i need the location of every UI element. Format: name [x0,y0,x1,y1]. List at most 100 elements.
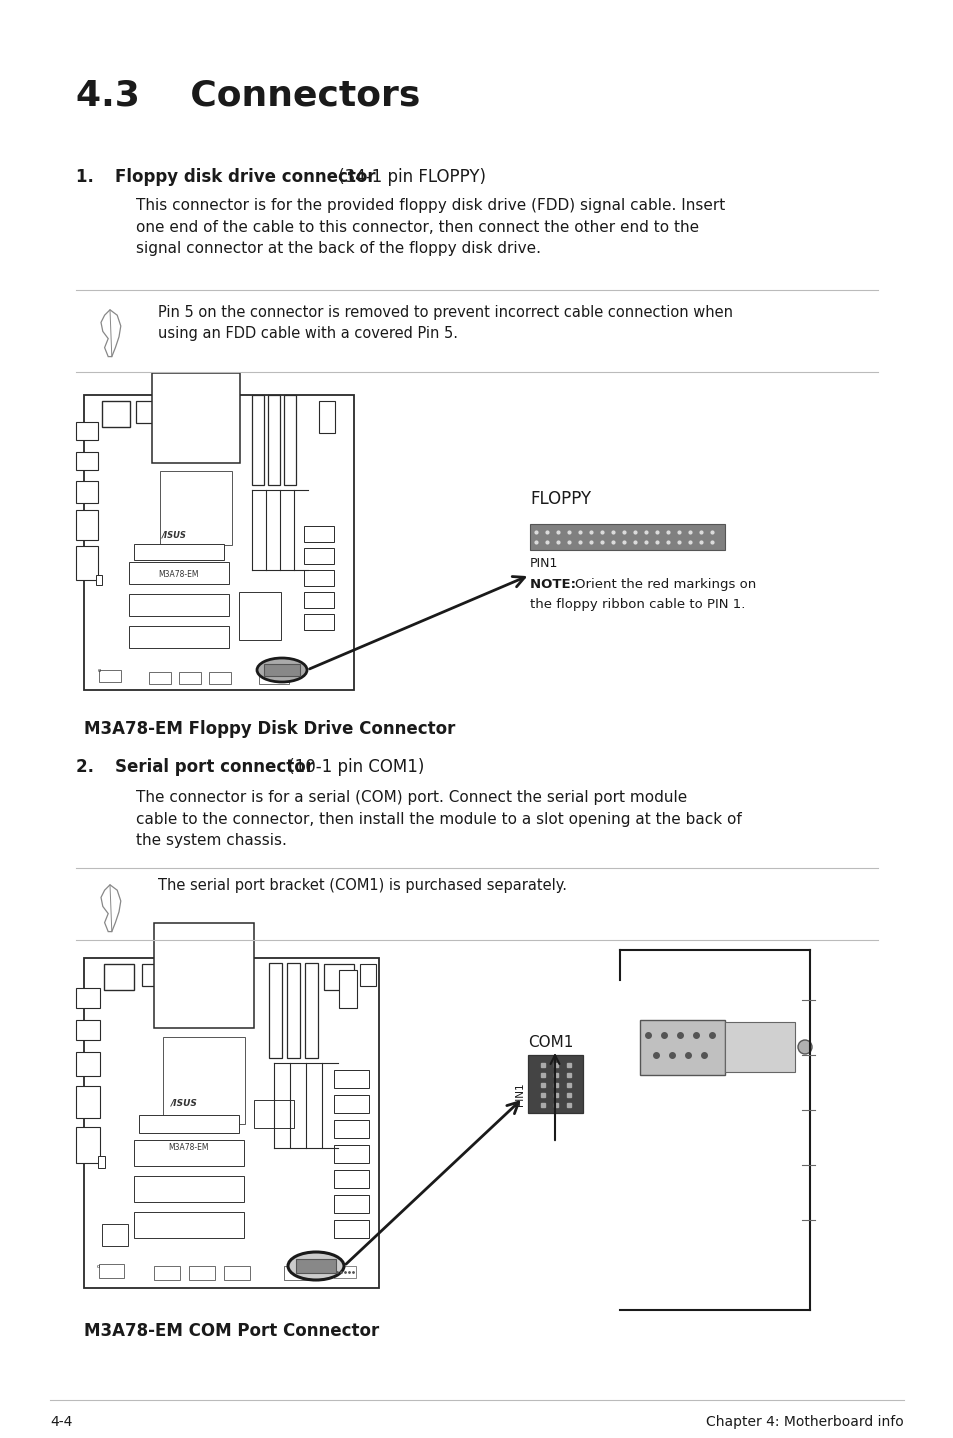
Text: The connector is for a serial (COM) port. Connect the serial port module
cable t: The connector is for a serial (COM) port… [136,789,741,848]
Bar [136,401,156,423]
Bar [318,401,335,433]
Text: Floppy disk drive connector: Floppy disk drive connector [115,168,375,186]
Bar [160,472,232,545]
Bar [142,963,164,986]
Bar [133,1212,244,1238]
Bar [76,1127,100,1163]
Bar [305,963,317,1058]
Bar [104,963,133,989]
Text: Orient the red markings on: Orient the red markings on [575,578,756,591]
Bar [252,395,264,485]
Bar [639,1020,724,1076]
Bar [224,1265,250,1280]
Bar [153,1265,180,1280]
Bar [149,672,171,684]
Text: the floppy ribbon cable to PIN 1.: the floppy ribbon cable to PIN 1. [530,598,744,611]
Text: 2.: 2. [76,758,112,777]
Bar [129,562,229,584]
Bar [324,963,354,989]
Bar [84,395,354,690]
Text: M3A78-EM: M3A78-EM [169,1143,209,1152]
Bar [76,421,98,440]
Bar [102,1224,128,1245]
Bar [133,1140,244,1166]
Bar [96,575,102,585]
Bar [84,958,378,1288]
Bar [139,1114,239,1133]
Text: M3A78-EM COM Port Connector: M3A78-EM COM Port Connector [84,1322,379,1340]
Bar [129,626,229,649]
Bar [334,1195,369,1214]
Text: (10-1 pin COM1): (10-1 pin COM1) [283,758,424,777]
Text: NOTE:: NOTE: [530,578,580,591]
Bar [258,672,289,684]
Bar [99,670,121,682]
Bar [304,569,334,587]
Bar [76,1086,100,1117]
Bar [287,963,299,1058]
Text: This connector is for the provided floppy disk drive (FDD) signal cable. Insert
: This connector is for the provided flopp… [136,198,724,256]
Bar [163,1037,245,1125]
Bar [334,1219,369,1238]
Bar [264,664,299,676]
Text: Chapter 4: Motherboard info: Chapter 4: Motherboard info [705,1415,903,1429]
Text: M3A78-EM: M3A78-EM [158,569,199,580]
Bar [98,1156,105,1168]
Bar [76,510,98,541]
Bar [76,1053,100,1076]
Bar [239,592,281,640]
Bar [295,1260,335,1273]
Text: /ISUS: /ISUS [171,1099,197,1107]
Bar [76,480,98,503]
Text: 1.: 1. [76,168,111,186]
Bar [338,971,356,1008]
Text: FLOPPY: FLOPPY [530,490,591,508]
Bar [334,1120,369,1137]
Text: Pin 5 on the connector is removed to prevent incorrect cable connection when
usi: Pin 5 on the connector is removed to pre… [158,305,732,341]
Bar [133,544,224,559]
Ellipse shape [288,1252,344,1280]
Bar [334,1265,355,1278]
Bar [253,1100,294,1127]
Bar [530,523,724,549]
Bar [359,963,375,986]
Text: M3A78-EM Floppy Disk Drive Connector: M3A78-EM Floppy Disk Drive Connector [84,720,455,738]
Bar [527,1055,582,1113]
Text: (34-1 pin FLOPPY): (34-1 pin FLOPPY) [333,168,485,186]
Bar [304,548,334,564]
Bar [153,923,253,1028]
Bar [76,1020,100,1040]
Ellipse shape [797,1040,811,1054]
Bar [269,963,282,1058]
Text: PIN1: PIN1 [515,1083,524,1106]
Bar [284,395,295,485]
Ellipse shape [256,659,307,682]
Bar [304,592,334,608]
Bar [304,614,334,630]
Bar [76,546,98,580]
Bar [99,1264,124,1278]
Bar [304,526,334,542]
Text: /ISUS: /ISUS [161,531,186,539]
Bar [76,452,98,470]
Text: Serial port connector: Serial port connector [115,758,314,777]
Bar [724,1022,794,1071]
Bar [334,1171,369,1188]
Bar [76,988,100,1008]
Bar [152,372,240,463]
Text: PIN1: PIN1 [530,557,558,569]
Bar [268,395,280,485]
Text: The serial port bracket (COM1) is purchased separately.: The serial port bracket (COM1) is purcha… [158,879,566,893]
Text: 4.3    Connectors: 4.3 Connectors [76,78,420,112]
Bar [334,1145,369,1163]
Bar [209,672,231,684]
Bar [334,1070,369,1089]
Bar [129,594,229,615]
Bar [189,1265,214,1280]
Text: COM1: COM1 [527,1035,573,1050]
Text: o: o [98,669,101,673]
Bar [334,1094,369,1113]
Bar [133,1176,244,1202]
Bar [102,401,130,427]
Bar [179,672,201,684]
